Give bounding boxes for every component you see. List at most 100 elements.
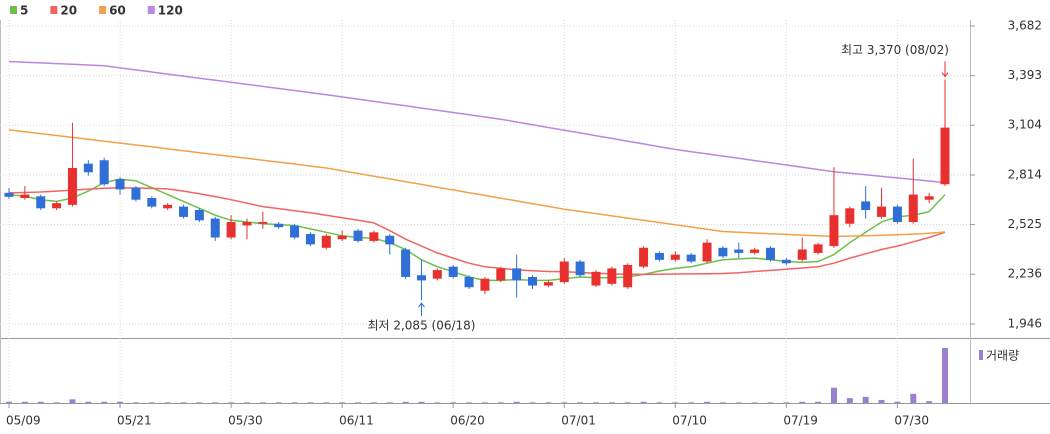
candle-body	[448, 266, 458, 277]
candle-body	[750, 249, 760, 253]
volume-bar	[164, 402, 171, 403]
volume-bar	[21, 401, 28, 403]
y-tick-label: 3,393	[1008, 68, 1042, 82]
volume-bar	[450, 402, 457, 403]
volume-legend-label: 거래량	[986, 349, 1019, 363]
volume-bar	[228, 402, 235, 403]
candle-body	[813, 244, 823, 253]
candle-body	[512, 268, 522, 281]
candle-body	[369, 232, 379, 241]
volume-bar	[815, 401, 822, 403]
x-tick-label: 06/20	[450, 414, 485, 428]
candle-body	[861, 201, 871, 211]
candle-body	[623, 264, 633, 288]
volume-bar	[545, 402, 552, 403]
candle-body	[258, 222, 268, 224]
candle-body	[575, 261, 585, 276]
volume-bar	[370, 402, 377, 403]
volume-bar	[783, 402, 790, 403]
volume-bar	[275, 402, 282, 403]
candle-body	[416, 275, 426, 281]
ma-line	[8, 186, 946, 276]
volume-bar	[69, 399, 76, 403]
volume-bar	[830, 387, 837, 403]
x-tick-label: 07/10	[672, 414, 707, 428]
volume-bar	[339, 402, 346, 403]
candle-body	[353, 230, 363, 241]
candle-body	[83, 163, 93, 173]
volume-bar	[846, 398, 853, 403]
volume-bar	[243, 402, 250, 403]
volume-bar	[481, 402, 488, 403]
candle-body	[877, 206, 887, 217]
candle-body	[892, 206, 902, 223]
candle-body	[67, 167, 77, 205]
candle-body	[940, 127, 950, 185]
candle-body	[797, 249, 807, 260]
volume-bar	[434, 402, 441, 403]
legend-swatch	[147, 6, 155, 14]
volume-bar	[513, 401, 520, 403]
y-tick-label: 2,814	[1008, 168, 1042, 182]
volume-bar	[85, 401, 92, 403]
volume-bar	[704, 401, 711, 403]
candle-body	[226, 222, 236, 238]
candle-body	[829, 215, 839, 247]
volume-bar	[117, 401, 124, 403]
volume-bar	[624, 402, 631, 403]
high-annotation: 최고 3,370 (08/02)	[841, 43, 949, 57]
candle-body	[781, 259, 791, 264]
volume-bar	[53, 402, 60, 403]
candle-body	[131, 187, 141, 200]
y-tick-label: 2,525	[1008, 217, 1042, 231]
x-tick-label: 06/11	[339, 414, 374, 428]
candle-body	[194, 210, 204, 221]
ma-line	[8, 129, 946, 238]
candle-body	[242, 222, 252, 226]
candle-body	[543, 282, 553, 286]
candle-body	[559, 261, 569, 283]
candle-body	[4, 192, 14, 197]
candle-body	[99, 160, 109, 185]
volume-bar	[640, 401, 647, 403]
candle-body	[290, 225, 300, 238]
volume-bar	[672, 402, 679, 403]
legend-swatch	[50, 6, 58, 14]
volume-bar	[577, 402, 584, 403]
candle-body	[163, 204, 173, 209]
candle-body	[147, 198, 157, 207]
x-tick-label: 07/19	[783, 414, 818, 428]
legend-label: 20	[60, 4, 77, 18]
candle-body	[20, 194, 30, 199]
candle-body	[686, 254, 696, 262]
volume-bar	[926, 401, 933, 403]
candle-body	[734, 249, 744, 253]
volume-bar	[894, 401, 901, 403]
legend-swatch	[99, 6, 107, 14]
volume-bar	[529, 402, 536, 403]
x-tick-label: 07/01	[561, 414, 596, 428]
low-annotation: 최저 2,085 (06/18)	[367, 319, 475, 333]
candle-body	[432, 270, 442, 279]
volume-bar	[656, 402, 663, 403]
candle-body	[115, 179, 125, 190]
candle-body	[401, 249, 411, 277]
volume-bar	[291, 402, 298, 403]
volume-bar	[386, 402, 393, 403]
legend-label: 120	[158, 4, 183, 18]
volume-bar	[878, 399, 885, 403]
candle-body	[654, 252, 664, 260]
candle-body	[591, 271, 601, 286]
candle-body	[321, 235, 331, 248]
volume-bar	[355, 402, 362, 403]
x-tick-label: 07/30	[894, 414, 929, 428]
legend-label: 60	[109, 4, 126, 18]
candle-body	[765, 247, 775, 260]
volume-bar	[323, 402, 330, 403]
volume-bar	[212, 402, 219, 403]
volume-bar	[942, 348, 948, 403]
volume-bar	[37, 401, 44, 403]
candle-body	[924, 196, 934, 200]
volume-bar	[862, 396, 869, 403]
